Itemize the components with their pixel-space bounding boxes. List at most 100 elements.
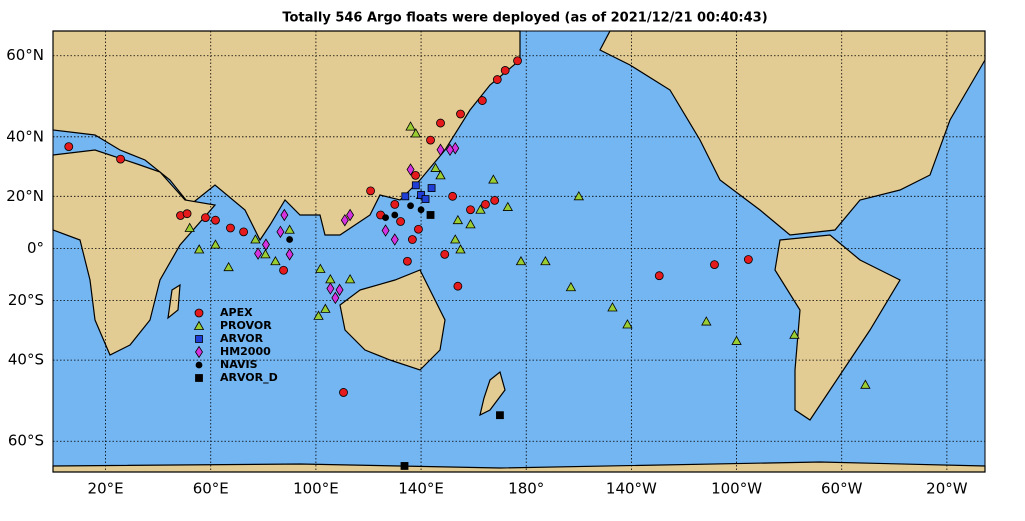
float-marker — [515, 255, 527, 266]
x-tick-label: 140°E — [398, 480, 444, 498]
points — [64, 56, 871, 470]
float-marker — [270, 255, 281, 266]
float-marker — [239, 227, 249, 237]
float-marker — [426, 135, 435, 145]
y-tick-label: 20°N — [6, 187, 44, 205]
float-marker — [226, 223, 235, 233]
grid — [53, 31, 985, 472]
float-marker — [452, 214, 464, 225]
float-marker — [339, 388, 348, 397]
float-marker — [426, 211, 435, 219]
float-marker — [410, 128, 421, 138]
float-marker — [607, 302, 618, 312]
float-marker — [195, 335, 203, 343]
float-marker — [344, 274, 356, 284]
float-marker — [475, 204, 486, 214]
y-tick-label: 0° — [27, 239, 44, 257]
legend-label: ARVOR — [220, 332, 264, 345]
south-america — [774, 234, 901, 421]
float-marker — [195, 374, 203, 382]
float-marker — [406, 163, 415, 176]
float-marker — [284, 224, 295, 234]
float-marker — [513, 56, 522, 66]
legend-label: ARVOR_D — [220, 371, 278, 384]
float-marker — [182, 209, 192, 219]
float-marker — [450, 234, 461, 244]
legend-label: HM2000 — [220, 345, 271, 358]
float-marker — [407, 202, 414, 210]
float-marker — [622, 319, 633, 329]
float-marker — [500, 66, 510, 75]
float-marker — [477, 96, 487, 105]
float-marker — [64, 142, 74, 152]
x-tick-label: 20°W — [926, 480, 968, 498]
float-marker — [466, 205, 475, 215]
y-tick-label: 60°S — [8, 432, 44, 450]
float-marker — [465, 219, 476, 229]
y-tick-label: 60°N — [6, 46, 44, 64]
chart-title: Totally 546 Argo floats were deployed (a… — [282, 11, 767, 26]
float-marker — [331, 291, 340, 305]
australia — [339, 269, 446, 371]
float-marker — [194, 308, 204, 318]
float-marker — [210, 239, 221, 249]
float-marker — [481, 200, 490, 209]
y-tick-label: 40°S — [8, 351, 44, 369]
float-marker — [211, 215, 220, 225]
float-marker — [456, 109, 465, 119]
x-tick-label: 140°W — [606, 480, 657, 498]
frame — [52, 30, 986, 473]
float-marker — [391, 211, 399, 219]
float-marker — [223, 261, 234, 272]
float-marker — [789, 329, 800, 339]
y-tick-label: 20°S — [8, 291, 44, 309]
float-marker — [860, 379, 871, 389]
float-marker — [440, 249, 450, 259]
float-marker — [195, 361, 203, 369]
float-marker — [488, 174, 499, 184]
float-marker — [455, 244, 466, 254]
float-marker — [407, 235, 417, 244]
float-marker — [405, 121, 416, 131]
float-marker — [448, 191, 458, 201]
x-tick-label: 20°E — [88, 480, 124, 498]
float-marker — [260, 249, 271, 259]
land — [52, 30, 986, 473]
africa — [52, 149, 217, 356]
float-marker — [382, 214, 389, 221]
float-marker — [411, 170, 420, 180]
float-marker — [346, 208, 355, 222]
float-marker — [654, 271, 664, 281]
float-marker — [540, 255, 551, 266]
legend-label: NAVIS — [220, 358, 258, 371]
float-marker — [701, 316, 712, 326]
float-marker — [285, 248, 294, 261]
float-marker — [436, 143, 445, 157]
float-marker — [573, 191, 584, 201]
float-marker — [435, 170, 446, 180]
float-marker — [565, 281, 577, 292]
float-marker — [402, 256, 412, 266]
float-marker — [390, 233, 399, 246]
float-marker — [286, 236, 294, 243]
float-marker — [417, 191, 425, 199]
float-marker — [193, 244, 205, 254]
float-marker — [710, 260, 719, 270]
float-marker — [430, 162, 441, 172]
x-tick-label: 100°E — [293, 480, 339, 498]
float-marker — [390, 200, 400, 209]
x-tick-label: 180° — [508, 480, 544, 498]
float-marker — [280, 208, 289, 222]
float-marker — [320, 303, 331, 313]
float-marker — [195, 345, 203, 359]
float-marker — [417, 206, 425, 214]
float-marker — [453, 281, 463, 291]
float-marker — [201, 213, 210, 222]
float-marker — [193, 320, 205, 330]
float-marker — [254, 247, 263, 260]
legend-label: APEX — [220, 306, 253, 319]
float-marker — [436, 118, 445, 128]
